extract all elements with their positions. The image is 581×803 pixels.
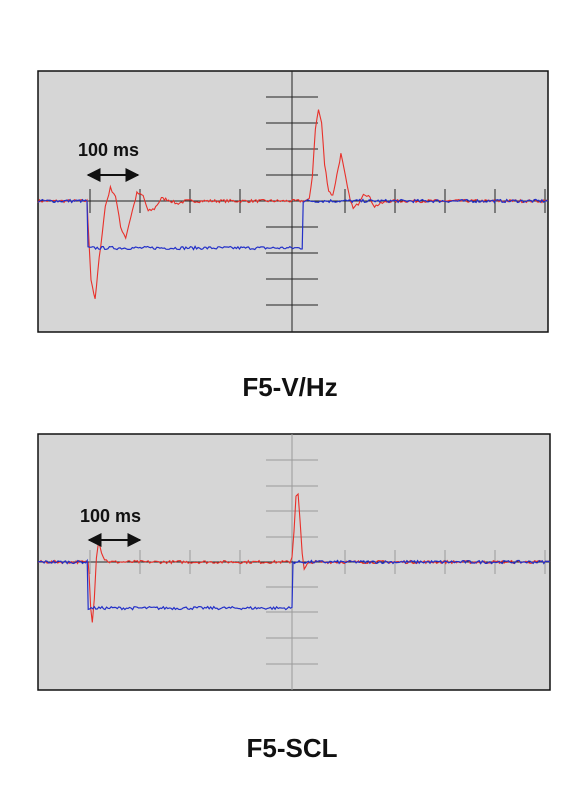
red-trace (37, 492, 551, 623)
scope-traces (37, 109, 549, 299)
time-scale-label: 100 ms (78, 140, 139, 160)
time-scale-marker: 100 ms (78, 140, 140, 182)
scope-title-scl: F5-SCL (247, 733, 338, 763)
scope-title-vhz: F5-V/Hz (242, 372, 337, 402)
time-scale-label: 100 ms (80, 506, 141, 526)
scope-panel-vhz: 100 ms F5-V/Hz (37, 70, 549, 402)
blue-trace (37, 558, 551, 611)
blue-trace (37, 198, 549, 251)
time-scale-marker: 100 ms (80, 506, 142, 547)
scope-traces (37, 492, 551, 623)
scope-panel-scl: 100 ms F5-SCL (37, 433, 551, 763)
